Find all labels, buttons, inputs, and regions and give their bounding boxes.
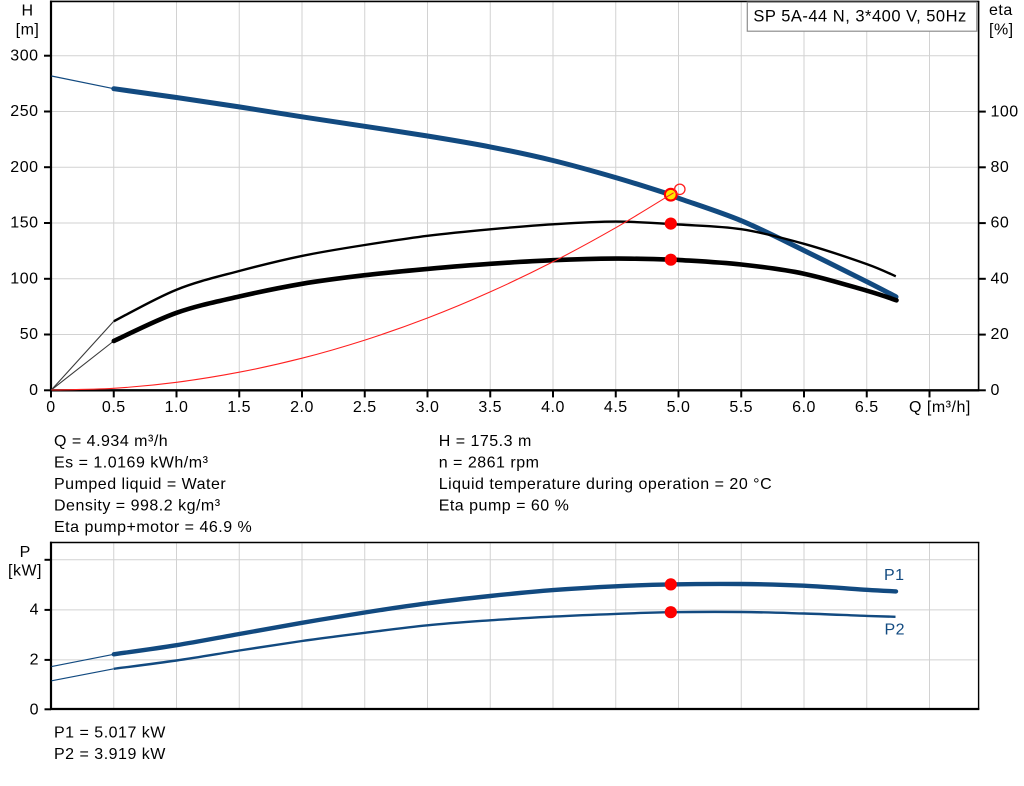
svg-text:5.5: 5.5 [729, 399, 753, 416]
svg-text:250: 250 [10, 103, 38, 120]
svg-text:Es = 1.0169 kWh/m³: Es = 1.0169 kWh/m³ [54, 454, 209, 471]
svg-text:[kW]: [kW] [8, 563, 42, 580]
svg-text:6.0: 6.0 [792, 399, 816, 416]
svg-text:Pumped liquid = Water: Pumped liquid = Water [54, 476, 226, 493]
svg-text:P1 = 5.017 kW: P1 = 5.017 kW [54, 725, 166, 742]
svg-text:n = 2861 rpm: n = 2861 rpm [439, 454, 540, 471]
svg-text:20: 20 [991, 326, 1010, 343]
svg-text:150: 150 [10, 215, 38, 232]
svg-text:4: 4 [30, 602, 39, 619]
svg-text:H: H [21, 3, 33, 20]
svg-text:5.0: 5.0 [667, 399, 691, 416]
svg-text:Q [m³/h]: Q [m³/h] [909, 399, 971, 416]
svg-text:60: 60 [991, 215, 1010, 232]
svg-text:P1: P1 [884, 567, 905, 584]
svg-text:6.5: 6.5 [855, 399, 879, 416]
svg-text:0: 0 [46, 399, 55, 416]
svg-text:80: 80 [991, 159, 1010, 176]
svg-text:P2: P2 [885, 621, 906, 638]
svg-text:100: 100 [10, 270, 38, 287]
svg-text:Eta pump = 60 %: Eta pump = 60 % [439, 498, 570, 515]
svg-text:0: 0 [991, 382, 1000, 399]
svg-text:Liquid temperature during oper: Liquid temperature during operation = 20… [439, 476, 772, 493]
svg-text:Density = 998.2 kg/m³: Density = 998.2 kg/m³ [54, 498, 221, 515]
svg-text:2.5: 2.5 [353, 399, 377, 416]
svg-text:[m]: [m] [16, 21, 40, 38]
svg-text:H = 175.3 m: H = 175.3 m [439, 433, 532, 450]
svg-text:eta: eta [989, 2, 1013, 19]
svg-text:SP 5A-44 N, 3*400 V, 50Hz: SP 5A-44 N, 3*400 V, 50Hz [753, 7, 966, 25]
svg-text:2: 2 [30, 652, 39, 669]
svg-text:3.5: 3.5 [478, 399, 502, 416]
svg-text:0.5: 0.5 [102, 399, 126, 416]
svg-text:0: 0 [29, 382, 38, 399]
svg-text:P: P [20, 544, 31, 561]
svg-text:0: 0 [30, 702, 39, 719]
svg-text:1.0: 1.0 [165, 399, 189, 416]
svg-text:40: 40 [991, 271, 1010, 288]
svg-text:4.0: 4.0 [541, 399, 565, 416]
svg-text:2.0: 2.0 [290, 399, 314, 416]
svg-text:Eta pump+motor = 46.9 %: Eta pump+motor = 46.9 % [54, 519, 252, 536]
svg-text:3.0: 3.0 [416, 399, 440, 416]
svg-text:300: 300 [10, 47, 38, 64]
svg-text:P2 = 3.919 kW: P2 = 3.919 kW [54, 746, 166, 763]
svg-text:50: 50 [20, 326, 39, 343]
svg-text:1.5: 1.5 [227, 399, 251, 416]
svg-text:200: 200 [10, 159, 38, 176]
svg-text:Q = 4.934 m³/h: Q = 4.934 m³/h [54, 433, 168, 450]
svg-text:[%]: [%] [989, 22, 1014, 39]
svg-text:100: 100 [991, 103, 1019, 120]
svg-text:4.5: 4.5 [604, 399, 628, 416]
